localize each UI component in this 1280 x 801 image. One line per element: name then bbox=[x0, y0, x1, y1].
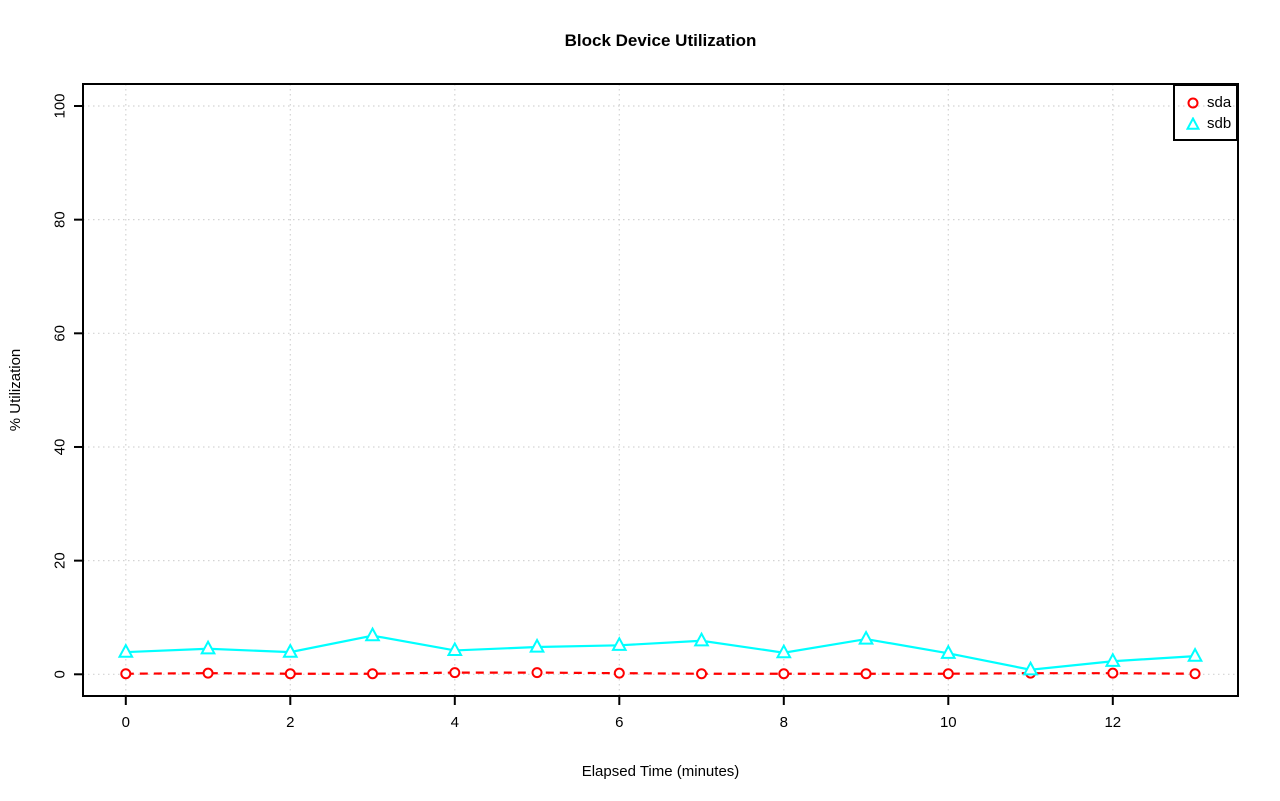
chart-title: Block Device Utilization bbox=[564, 31, 757, 50]
legend: sda sdb bbox=[1173, 84, 1238, 141]
svg-text:10: 10 bbox=[940, 714, 957, 731]
circle-marker-icon bbox=[1187, 97, 1199, 108]
y-axis-ticks: 0 20 40 60 80 100 bbox=[52, 93, 82, 678]
svg-text:0: 0 bbox=[52, 670, 69, 678]
series-sdb-markers bbox=[117, 626, 1204, 676]
legend-label-sdb: sdb bbox=[1207, 115, 1232, 132]
svg-text:12: 12 bbox=[1104, 714, 1121, 731]
svg-text:20: 20 bbox=[52, 552, 69, 569]
svg-text:8: 8 bbox=[780, 714, 788, 731]
svg-text:100: 100 bbox=[52, 93, 69, 118]
svg-text:0: 0 bbox=[122, 714, 130, 731]
triangle-marker-icon bbox=[1186, 116, 1200, 130]
series-sdb-line bbox=[125, 634, 1196, 671]
svg-text:80: 80 bbox=[52, 211, 69, 228]
svg-text:4: 4 bbox=[451, 714, 459, 731]
gridlines bbox=[83, 84, 1238, 696]
legend-label-sda: sda bbox=[1207, 94, 1232, 111]
series-sda-markers bbox=[120, 667, 1201, 680]
svg-text:40: 40 bbox=[52, 439, 69, 456]
svg-text:2: 2 bbox=[286, 714, 294, 731]
x-axis-ticks: 0 2 4 6 8 10 12 bbox=[122, 697, 1121, 731]
plot-border bbox=[82, 83, 1239, 697]
svg-text:6: 6 bbox=[615, 714, 623, 731]
y-axis-title: % Utilization bbox=[7, 348, 24, 432]
series-sda-line bbox=[125, 671, 1196, 675]
legend-item-sdb: sdb bbox=[1175, 113, 1236, 134]
x-axis-title: Elapsed Time (minutes) bbox=[581, 763, 740, 780]
legend-item-sda: sda bbox=[1175, 92, 1236, 113]
svg-text:60: 60 bbox=[52, 325, 69, 342]
